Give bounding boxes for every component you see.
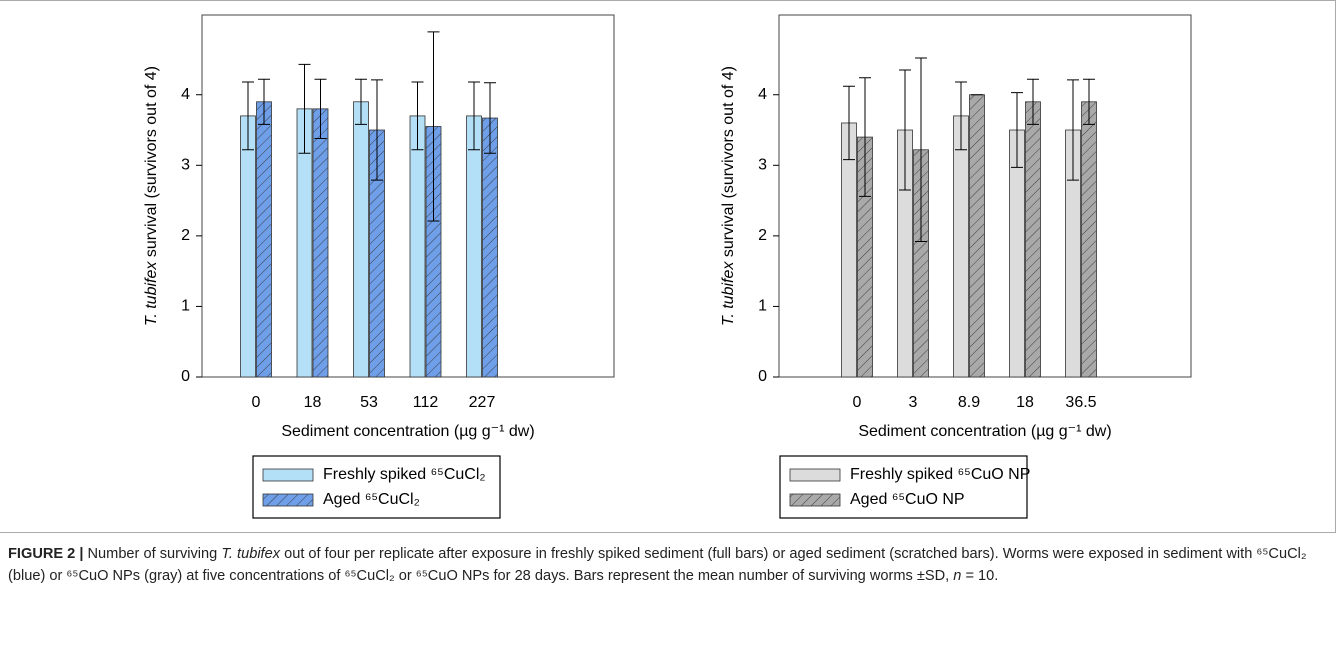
error-bar [258, 78, 270, 125]
error-bar [298, 63, 311, 154]
y-tick-label: 1 [758, 298, 767, 315]
bar [953, 115, 969, 378]
error-bar [427, 31, 440, 222]
x-tick-label: 18 [304, 394, 322, 411]
bar [409, 115, 426, 378]
caption-run: FIGURE 2 | [8, 546, 84, 562]
y-axis-label: T. tubifex survival (survivors out of 4) [143, 66, 160, 326]
x-tick-label: 53 [360, 394, 378, 411]
error-bar [411, 81, 424, 151]
bar [841, 122, 857, 378]
error-bar [955, 81, 967, 151]
bar [482, 117, 498, 378]
x-tick-label: 3 [909, 394, 918, 411]
error-bar [1067, 79, 1079, 181]
y-tick-label: 0 [181, 368, 190, 385]
bar [969, 94, 985, 378]
y-axis-label-part: survival (survivors out of 4) [143, 66, 160, 262]
x-axis-label: Sediment concentration (µg g⁻¹ dw) [858, 423, 1111, 440]
error-bar [355, 78, 367, 125]
y-tick-label: 4 [181, 86, 190, 103]
caption-run: T. tubifex [221, 546, 281, 562]
y-axis-label-part: T. tubifex [720, 261, 737, 326]
legend-label: Freshly spiked ⁶⁵CuCl₂ [323, 466, 486, 483]
bar [466, 115, 482, 378]
y-axis-label: T. tubifex survival (survivors out of 4) [720, 66, 737, 326]
bar [353, 101, 369, 378]
error-bar [314, 78, 327, 139]
x-tick-label: 112 [413, 394, 439, 411]
y-tick-label: 0 [758, 368, 767, 385]
caption-run: n [953, 568, 962, 584]
x-axis-label: Sediment concentration (µg g⁻¹ dw) [281, 423, 534, 440]
legend-label: Freshly spiked ⁶⁵CuO NP [850, 466, 1030, 483]
error-bar [1027, 78, 1039, 125]
y-axis-label-part: survival (survivors out of 4) [720, 66, 737, 262]
plot-frame [778, 14, 1192, 378]
error-bar [242, 81, 254, 151]
caption: FIGURE 2 | Number of surviving T. tubife… [8, 543, 1308, 587]
error-bar [899, 69, 911, 191]
error-bar [915, 57, 927, 243]
legend-swatch [262, 493, 314, 507]
y-tick-label: 1 [181, 298, 190, 315]
legend-box [779, 455, 1028, 519]
x-tick-label: 0 [853, 394, 862, 411]
error-bar [468, 81, 480, 151]
y-tick-label: 4 [758, 86, 767, 103]
y-tick-label: 3 [758, 157, 767, 174]
error-bar [859, 77, 871, 197]
plot-frame [201, 14, 615, 378]
caption-run: out of four per replicate after exposure… [8, 546, 1311, 584]
caption-run: Number of surviving [83, 546, 222, 562]
bar [240, 115, 256, 378]
error-bar [843, 85, 855, 161]
y-tick-label: 2 [758, 227, 767, 244]
x-tick-label: 0 [252, 394, 261, 411]
error-bar [1011, 92, 1023, 168]
x-tick-label: 36.5 [1065, 394, 1096, 411]
error-bar [371, 79, 383, 181]
y-tick-label: 3 [181, 157, 190, 174]
y-tick-label: 2 [181, 227, 190, 244]
bar [256, 101, 272, 378]
legend-label: Aged ⁶⁵CuCl₂ [323, 491, 420, 508]
caption-run: = 10. [961, 568, 999, 584]
error-bar [1083, 78, 1095, 125]
legend-box [252, 455, 501, 519]
legend-swatch [789, 493, 841, 507]
bar [1025, 101, 1041, 378]
legend-swatch [262, 468, 314, 482]
legend-swatch [789, 468, 841, 482]
y-axis-label-part: T. tubifex [143, 261, 160, 326]
error-bar [484, 82, 496, 154]
legend-label: Aged ⁶⁵CuO NP [850, 491, 965, 508]
bar [312, 108, 329, 378]
bar [1081, 101, 1097, 378]
x-tick-label: 8.9 [958, 394, 980, 411]
x-tick-label: 227 [469, 394, 496, 411]
x-tick-label: 18 [1016, 394, 1034, 411]
